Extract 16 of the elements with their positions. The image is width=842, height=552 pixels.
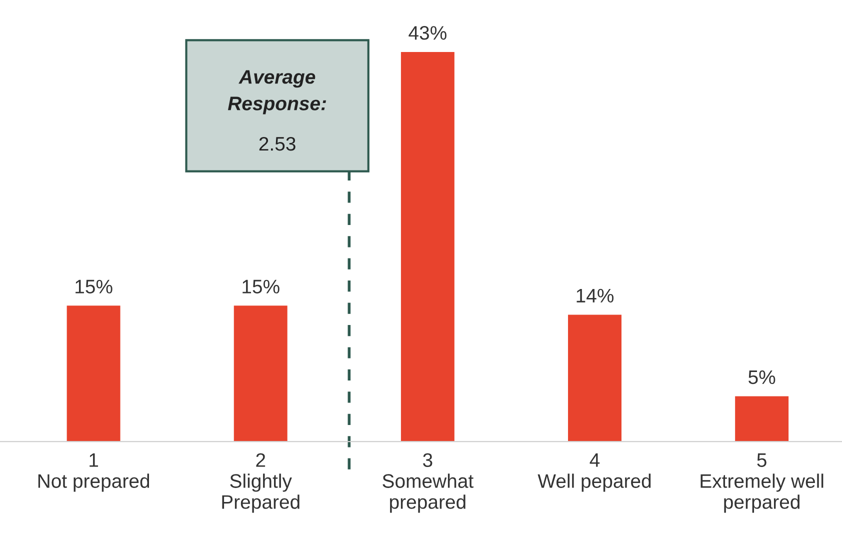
bar	[400, 52, 454, 442]
data-label: 5%	[748, 370, 776, 384]
bar	[234, 306, 288, 442]
x-tick-label: 2 Slightly Prepared	[222, 453, 300, 513]
data-label: 14%	[576, 288, 614, 302]
data-label: 15%	[76, 280, 112, 294]
bar	[66, 306, 120, 442]
ref-line-label: Average Response: 2.53	[228, 70, 326, 151]
x-tick-label: 5 Extremely well perpared	[700, 453, 824, 513]
x-tick-label: 1 Not prepared	[38, 453, 150, 492]
bar	[568, 314, 622, 442]
x-tick-label: 4 Well pepared	[538, 453, 651, 492]
x-tick-label: 3 Somewhat prepared	[382, 453, 474, 513]
bar	[735, 396, 789, 442]
data-label: 15%	[242, 280, 280, 294]
data-label: 43%	[408, 26, 446, 40]
